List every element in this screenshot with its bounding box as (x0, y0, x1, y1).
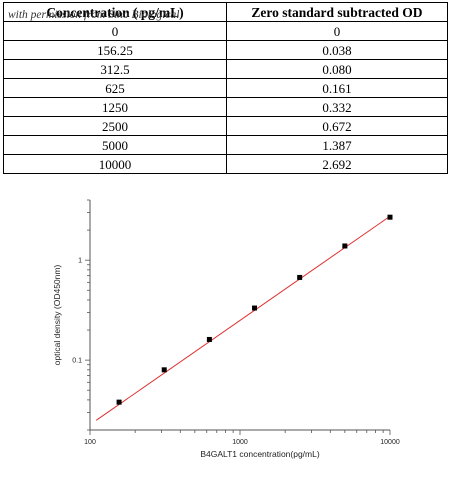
cell-od: 0.672 (226, 116, 448, 136)
cell-concentration: 0 (3, 21, 227, 41)
fit-line (95, 215, 391, 421)
table-row: 1250 0.332 (3, 97, 448, 117)
data-point (206, 336, 212, 342)
data-point (387, 214, 393, 220)
cell-concentration: 10000 (3, 154, 227, 174)
x-tick-label: 1000 (232, 439, 248, 446)
y-axis-title: optical density (OD450nm) (52, 265, 62, 366)
header-concentration: Concentration ( pg/mL) (3, 2, 227, 22)
cell-concentration: 2500 (3, 116, 227, 136)
table-row: 312.5 0.080 (3, 59, 448, 79)
chart-axes (85, 199, 391, 435)
cell-concentration: 156.25 (3, 40, 227, 60)
y-tick-label: 1 (78, 258, 82, 265)
header-od: Zero standard subtracted OD (226, 2, 448, 22)
data-points-group (116, 214, 393, 405)
cell-concentration: 5000 (3, 135, 227, 155)
data-point (252, 305, 258, 311)
fit-line-group (95, 215, 391, 421)
x-tick-label: 10000 (380, 439, 400, 446)
data-point (297, 274, 303, 280)
cell-od: 0.332 (226, 97, 448, 117)
data-point (116, 399, 122, 405)
standard-curve-chart: 100 1000 10000 0.1 1 B4GALT1 concentration(pg… (52, 199, 400, 459)
data-point (342, 243, 348, 249)
cell-od: 1.387 (226, 135, 448, 155)
table-row: 625 0.161 (3, 78, 448, 98)
x-tick-label: 100 (84, 439, 96, 446)
cell-od: 0.161 (226, 78, 448, 98)
cell-concentration: 312.5 (3, 59, 227, 79)
cell-od: 0.080 (226, 59, 448, 79)
table-row: 156.25 0.038 (3, 40, 448, 60)
chart-labels: 100 1000 10000 0.1 1 B4GALT1 concentration(pg… (52, 258, 400, 459)
data-point (161, 367, 167, 373)
cell-od: 0 (226, 21, 448, 41)
y-tick-label: 0.1 (72, 358, 82, 365)
standard-curve-table: Concentration ( pg/mL) Zero standard sub… (3, 2, 448, 174)
cell-od: 0.038 (226, 40, 448, 60)
table-row: 2500 0.672 (3, 116, 448, 136)
table-row: 5000 1.387 (3, 135, 448, 155)
cell-concentration: 625 (3, 78, 227, 98)
x-axis-title: B4GALT1 concentration(pg/mL) (200, 449, 320, 459)
cell-od: 2.692 (226, 154, 448, 174)
table-header-row: Concentration ( pg/mL) Zero standard sub… (3, 2, 448, 22)
table-row: 10000 2.692 (3, 154, 448, 174)
cell-concentration: 1250 (3, 97, 227, 117)
